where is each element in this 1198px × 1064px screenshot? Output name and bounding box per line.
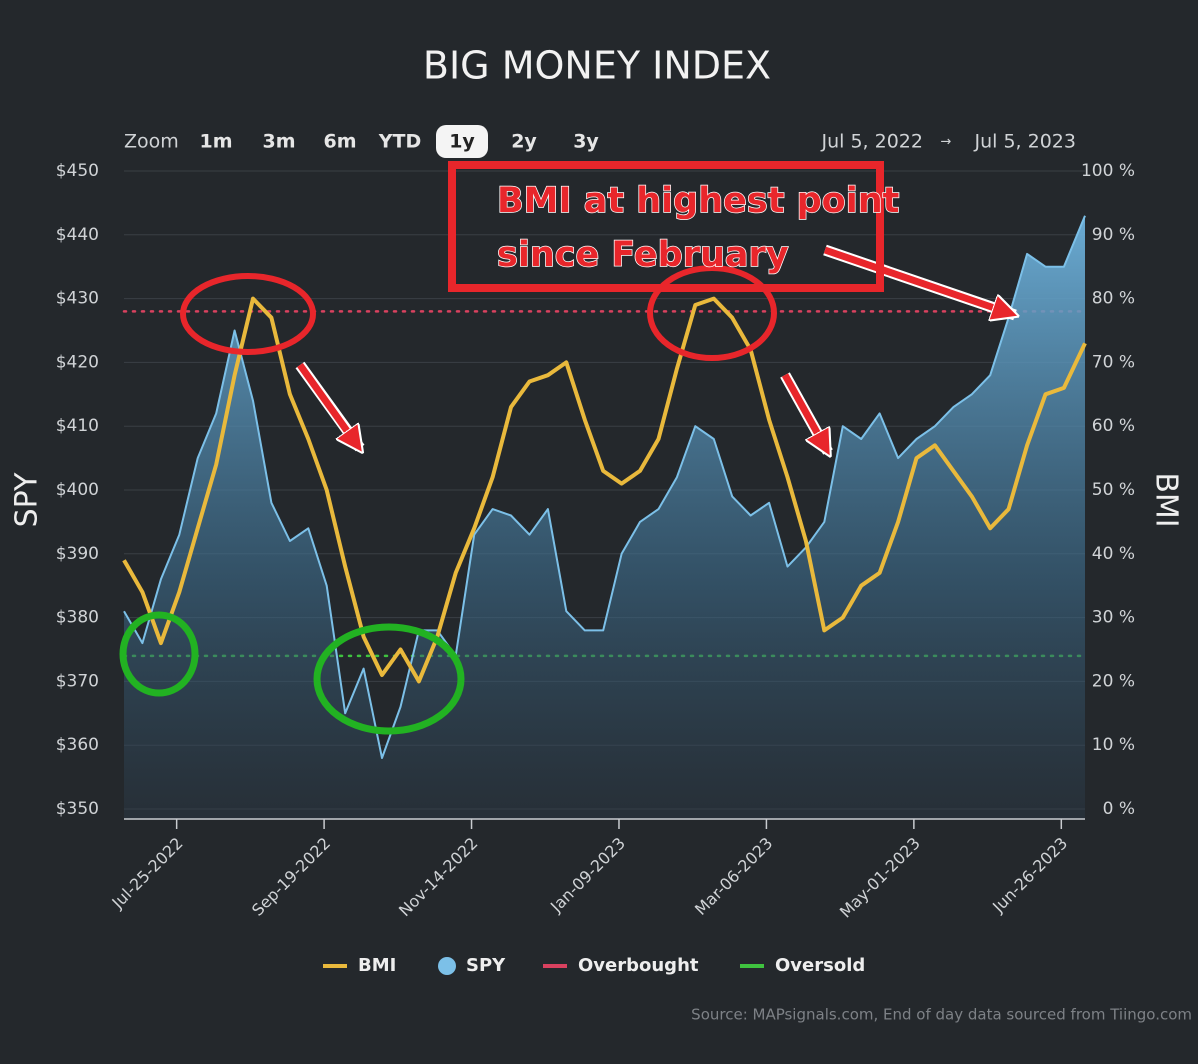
y2-tick-label: 80 % (1092, 289, 1135, 309)
callout-box (448, 161, 884, 292)
y-tick-label: $430 (56, 289, 99, 309)
y-axis-title: SPY (10, 472, 45, 527)
zoom-button[interactable]: YTD (378, 131, 422, 153)
y-tick-label: $380 (56, 608, 99, 628)
y2-tick-label: 50 % (1092, 480, 1135, 500)
range-from[interactable]: Jul 5, 2022 (821, 131, 924, 153)
highlight-circle (119, 611, 199, 697)
line (122, 296, 1087, 684)
range-arrow: → (941, 135, 952, 150)
legend: BMI SPY Overbought Oversold (323, 955, 865, 976)
y2-tick-label: 40 % (1092, 544, 1135, 564)
y2-tick-label: 100 % (1081, 161, 1135, 181)
zoom-button[interactable]: 1m (199, 131, 232, 153)
y2-tick-label: 90 % (1092, 225, 1135, 245)
annotations: BMI at highest point since February (119, 161, 1015, 735)
y-tick-label: $400 (56, 480, 99, 500)
y-tick-label: $450 (56, 161, 99, 181)
highlight-circle (313, 623, 465, 735)
y2-axis-title: BMI (1149, 472, 1184, 527)
zoom-buttons: 1m 3m 6m YTD 1y 2y 3y (199, 125, 599, 158)
y-tick-label: $360 (56, 735, 99, 755)
area (124, 215, 1085, 819)
legend-label[interactable]: SPY (466, 955, 506, 976)
range-to[interactable]: Jul 5, 2023 (974, 131, 1077, 153)
y2-tick-label: 10 % (1092, 735, 1135, 755)
zoom-button[interactable]: 6m (323, 131, 356, 153)
legend-swatch[interactable] (438, 957, 456, 975)
y-tick-label: $410 (56, 416, 99, 436)
legend-label[interactable]: Oversold (775, 955, 865, 976)
highlight-circle (647, 265, 777, 361)
highlight-circle (180, 273, 316, 355)
arrow (781, 373, 824, 445)
arrow (297, 362, 355, 442)
y2-tick-label: 70 % (1092, 352, 1135, 372)
legend-label[interactable]: Overbought (578, 955, 699, 976)
y2-tick-label: 60 % (1092, 416, 1135, 436)
y-tick-label: $370 (56, 671, 99, 691)
y-tick-label: $440 (56, 225, 99, 245)
callout-text: since February (497, 235, 789, 275)
source: Source: MAPsignals.com, End of day data … (691, 1006, 1192, 1024)
arrow (823, 246, 1006, 312)
line (123, 215, 1086, 759)
y2-tick-label: 0 % (1103, 799, 1135, 819)
y2-tick-label: 20 % (1092, 671, 1135, 691)
y-tick-label: $350 (56, 799, 99, 819)
y2-tick-label: 30 % (1092, 608, 1135, 628)
chart-title: BIG MONEY INDEX (423, 44, 771, 88)
y-tick-label: $390 (56, 544, 99, 564)
y-tick-label: $420 (56, 352, 99, 372)
zoom-button[interactable]: 3y (573, 131, 599, 153)
zoom-label: Zoom (124, 131, 179, 153)
zoom-button[interactable]: 2y (511, 131, 537, 153)
zoom-button-bg[interactable] (436, 125, 488, 158)
zoom-button[interactable]: 1y (449, 131, 475, 153)
callout-text: BMI at highest point (497, 181, 899, 221)
legend-label[interactable]: BMI (358, 955, 396, 976)
zoom-button[interactable]: 3m (262, 131, 295, 153)
